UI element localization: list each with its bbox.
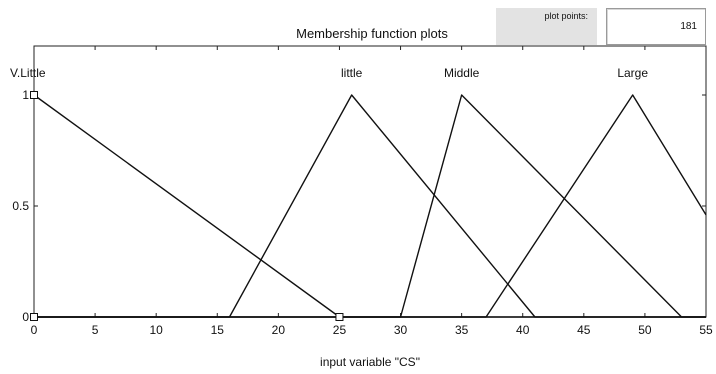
x-tick-label: 5: [92, 323, 99, 337]
x-tick-label: 40: [516, 323, 530, 337]
vlittle-handle-top[interactable]: [30, 91, 38, 99]
y-tick-label: 1: [22, 88, 29, 102]
x-tick-label: 55: [699, 323, 713, 337]
vlittle-handle-bottom[interactable]: [30, 313, 38, 321]
vlittle-handle-end[interactable]: [335, 313, 344, 321]
x-tick-label: 30: [394, 323, 408, 337]
plot-points-input[interactable]: [606, 8, 706, 45]
y-tick-label: 0: [22, 310, 29, 324]
mf-label-large: Large: [617, 66, 648, 80]
panel-title: Membership function plots: [296, 26, 448, 41]
mf-label-little: little: [341, 66, 363, 80]
plot-area: [33, 45, 707, 318]
x-tick-label: 25: [333, 323, 347, 337]
x-tick-label: 15: [211, 323, 225, 337]
x-tick-label: 10: [150, 323, 164, 337]
plot-points-label: plot points:: [544, 11, 588, 21]
x-tick-label: 45: [577, 323, 591, 337]
x-tick-label: 50: [638, 323, 652, 337]
y-tick-label: 0.5: [12, 199, 29, 213]
mf-label-v-little: V.Little: [10, 66, 46, 80]
x-axis-label: input variable "CS": [320, 355, 420, 369]
mf-label-middle: Middle: [444, 66, 480, 80]
plot-points-box: plot points:: [496, 8, 597, 45]
x-tick-label: 20: [272, 323, 286, 337]
x-tick-label: 35: [455, 323, 469, 337]
x-tick-label: 0: [31, 323, 38, 337]
